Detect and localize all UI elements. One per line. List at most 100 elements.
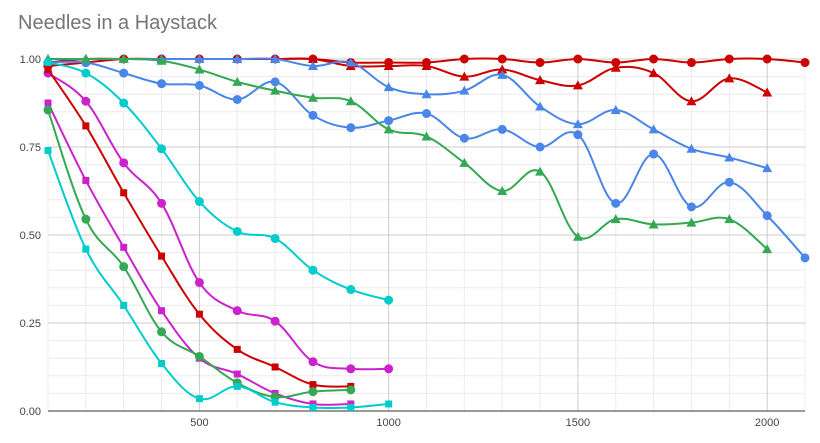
- data-point: [346, 364, 356, 374]
- data-point: [762, 211, 772, 221]
- series-line: [47, 150, 389, 410]
- data-point: [232, 226, 242, 236]
- data-point: [120, 243, 128, 251]
- series-line: [48, 57, 768, 170]
- data-point: [43, 105, 53, 115]
- data-point: [459, 85, 470, 95]
- y-tick-label: 0.00: [20, 406, 41, 418]
- data-point: [44, 147, 52, 155]
- data-point: [724, 54, 734, 64]
- data-point: [724, 214, 735, 224]
- tick-labels: 0.00 0.25 0.50 0.75 1.00 500 1000 1500 2000: [20, 54, 780, 429]
- data-point: [309, 400, 317, 408]
- data-point: [119, 98, 129, 108]
- data-point: [233, 382, 241, 390]
- data-point: [346, 285, 356, 295]
- data-point: [611, 198, 621, 208]
- data-point: [195, 395, 203, 403]
- data-point: [422, 109, 431, 119]
- data-point: [347, 400, 355, 408]
- data-point: [535, 166, 546, 176]
- data-point: [649, 149, 659, 159]
- data-point: [610, 62, 621, 72]
- series-line: [47, 60, 806, 259]
- data-point: [573, 130, 583, 140]
- data-point: [497, 64, 508, 74]
- data-point: [119, 262, 129, 272]
- data-point: [307, 92, 318, 102]
- data-point: [535, 101, 546, 111]
- x-tick-label: 1000: [376, 417, 400, 429]
- data-point: [158, 252, 166, 260]
- data-point: [194, 278, 204, 288]
- data-point: [270, 234, 280, 244]
- data-point: [43, 58, 53, 68]
- series-line: [47, 69, 351, 388]
- data-point: [459, 71, 470, 81]
- data-point: [232, 54, 243, 63]
- data-point: [724, 73, 735, 83]
- data-point: [385, 400, 393, 408]
- series-3: [43, 54, 773, 173]
- data-point: [421, 131, 432, 141]
- data-point: [421, 61, 432, 71]
- data-point: [119, 68, 129, 78]
- data-point: [157, 144, 167, 154]
- data-point: [82, 245, 90, 253]
- data-point: [118, 54, 129, 63]
- data-point: [158, 307, 166, 315]
- series-line: [47, 72, 389, 371]
- data-point: [345, 57, 356, 67]
- data-point: [270, 54, 281, 63]
- data-point: [762, 54, 772, 64]
- data-point: [233, 370, 241, 378]
- data-point: [82, 122, 90, 130]
- data-point: [686, 96, 697, 106]
- data-point: [308, 357, 318, 367]
- y-tick-label: 0.50: [20, 230, 41, 242]
- data-point: [81, 68, 91, 78]
- data-point: [157, 79, 167, 89]
- data-point: [384, 116, 394, 126]
- series-11: [44, 147, 393, 411]
- data-point: [573, 54, 583, 64]
- data-point: [194, 351, 204, 361]
- data-point: [572, 80, 583, 90]
- data-point: [120, 301, 128, 309]
- data-point: [194, 197, 204, 207]
- grid-layer: [47, 58, 806, 412]
- data-point: [195, 310, 203, 318]
- data-point: [308, 387, 318, 397]
- series-7: [43, 68, 394, 374]
- data-point: [307, 61, 318, 71]
- data-point: [308, 110, 318, 120]
- data-point: [762, 244, 773, 254]
- data-point: [158, 359, 166, 367]
- data-point: [762, 163, 773, 173]
- data-point: [648, 124, 659, 134]
- data-point: [535, 58, 545, 68]
- data-point: [686, 217, 697, 227]
- chart-title: Needles in a Haystack: [18, 12, 217, 34]
- x-tick-label: 1500: [566, 417, 590, 429]
- data-point: [497, 186, 508, 195]
- data-point: [81, 96, 91, 106]
- data-point: [309, 403, 317, 411]
- series-5: [43, 54, 773, 254]
- data-point: [459, 133, 469, 143]
- data-point: [156, 55, 167, 65]
- data-point: [800, 58, 810, 68]
- data-point: [119, 158, 129, 168]
- data-point: [270, 85, 281, 95]
- data-point: [194, 64, 205, 74]
- data-point: [120, 189, 128, 197]
- data-point: [232, 94, 242, 104]
- data-point: [80, 54, 91, 63]
- data-point: [307, 54, 318, 63]
- data-point: [383, 61, 394, 71]
- data-point: [346, 385, 356, 395]
- data-point: [346, 123, 356, 133]
- data-point: [383, 124, 394, 134]
- x-tick-label: 2000: [755, 417, 779, 429]
